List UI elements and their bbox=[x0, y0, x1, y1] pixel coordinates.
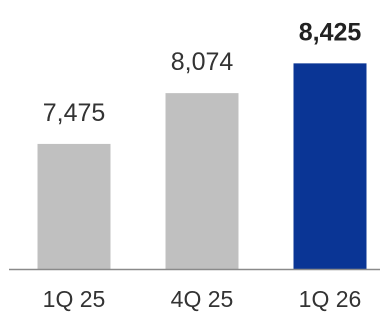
x-tick-label: 1Q 26 bbox=[299, 286, 362, 312]
bar-4q-25 bbox=[165, 93, 239, 269]
value-labels-group: 7,475 8,074 8,425 bbox=[43, 18, 362, 127]
bars-group bbox=[37, 63, 367, 269]
x-tick-label: 1Q 25 bbox=[43, 286, 106, 312]
x-tick-labels-group: 1Q 25 4Q 25 1Q 26 bbox=[43, 286, 362, 312]
bar-1q-26 bbox=[293, 63, 367, 269]
value-label: 8,074 bbox=[171, 48, 234, 76]
value-label: 7,475 bbox=[43, 99, 106, 127]
value-label: 8,425 bbox=[299, 18, 362, 46]
bar-1q-25 bbox=[37, 143, 111, 269]
x-tick-label: 4Q 25 bbox=[171, 286, 234, 312]
